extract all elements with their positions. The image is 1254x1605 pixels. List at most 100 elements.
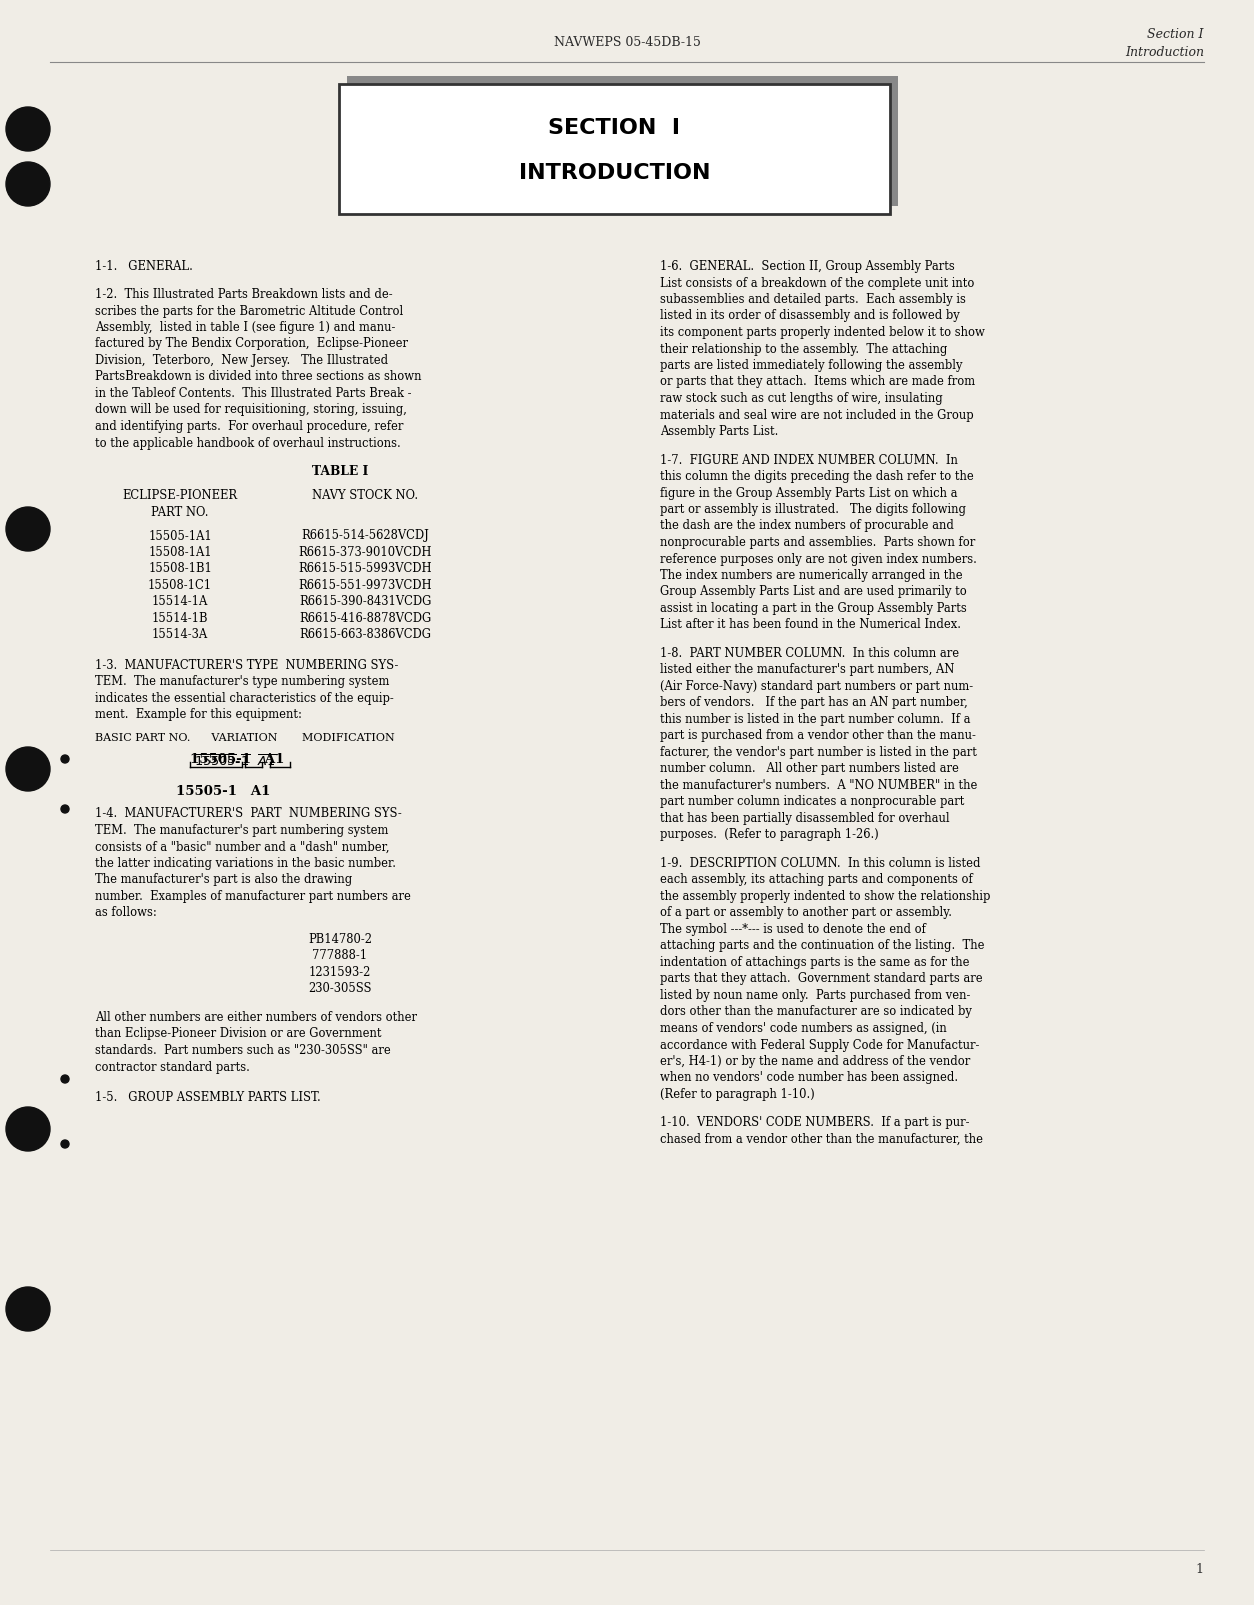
Text: reference purposes only are not given index numbers.: reference purposes only are not given in…	[660, 552, 977, 565]
Text: nonprocurable parts and assemblies.  Parts shown for: nonprocurable parts and assemblies. Part…	[660, 536, 976, 549]
Text: 1231593-2: 1231593-2	[308, 965, 371, 979]
Text: purposes.  (Refer to paragraph 1-26.): purposes. (Refer to paragraph 1-26.)	[660, 828, 879, 841]
Text: the assembly properly indented to show the relationship: the assembly properly indented to show t…	[660, 889, 991, 902]
Text: BASIC PART NO.      VARIATION       MODIFICATION: BASIC PART NO. VARIATION MODIFICATION	[95, 732, 395, 743]
Text: $\overline{15505}$-$\overline{1}$  $\overline{A1}$: $\overline{15505}$-$\overline{1}$ $\over…	[194, 753, 276, 769]
Text: this column the digits preceding the dash refer to the: this column the digits preceding the das…	[660, 470, 974, 483]
Circle shape	[6, 748, 50, 791]
Text: accordance with Federal Supply Code for Manufactur-: accordance with Federal Supply Code for …	[660, 1038, 979, 1051]
Text: consists of a "basic" number and a "dash" number,: consists of a "basic" number and a "dash…	[95, 839, 390, 852]
Text: the latter indicating variations in the basic number.: the latter indicating variations in the …	[95, 857, 396, 870]
Text: 1-5.   GROUP ASSEMBLY PARTS LIST.: 1-5. GROUP ASSEMBLY PARTS LIST.	[95, 1090, 321, 1103]
Text: their relationship to the assembly.  The attaching: their relationship to the assembly. The …	[660, 342, 947, 355]
Text: part number column indicates a nonprocurable part: part number column indicates a nonprocur…	[660, 794, 964, 807]
Text: 15514-3A: 15514-3A	[152, 628, 208, 640]
Text: in the Tableof Contents.  This Illustrated Parts Break -: in the Tableof Contents. This Illustrate…	[95, 387, 411, 400]
Text: when no vendors' code number has been assigned.: when no vendors' code number has been as…	[660, 1071, 958, 1083]
Text: down will be used for requisitioning, storing, issuing,: down will be used for requisitioning, st…	[95, 403, 406, 416]
Text: 1-1.   GENERAL.: 1-1. GENERAL.	[95, 260, 193, 273]
Circle shape	[6, 162, 50, 207]
Text: The symbol ---*--- is used to denote the end of: The symbol ---*--- is used to denote the…	[660, 923, 925, 936]
Text: TEM.  The manufacturer's part numbering system: TEM. The manufacturer's part numbering s…	[95, 823, 389, 836]
Text: than Eclipse-Pioneer Division or are Government: than Eclipse-Pioneer Division or are Gov…	[95, 1027, 381, 1040]
Text: The index numbers are numerically arranged in the: The index numbers are numerically arrang…	[660, 568, 963, 581]
Text: of a part or assembly to another part or assembly.: of a part or assembly to another part or…	[660, 905, 952, 920]
Text: number.  Examples of manufacturer part numbers are: number. Examples of manufacturer part nu…	[95, 889, 411, 902]
Text: Group Assembly Parts List and are used primarily to: Group Assembly Parts List and are used p…	[660, 586, 967, 599]
Text: Division,  Teterboro,  New Jersey.   The Illustrated: Division, Teterboro, New Jersey. The Ill…	[95, 353, 389, 368]
Text: the dash are the index numbers of procurable and: the dash are the index numbers of procur…	[660, 518, 954, 533]
Text: Introduction: Introduction	[1125, 45, 1204, 58]
Text: subassemblies and detailed parts.  Each assembly is: subassemblies and detailed parts. Each a…	[660, 292, 966, 307]
Text: materials and seal wire are not included in the Group: materials and seal wire are not included…	[660, 408, 973, 421]
Text: 1-7.  FIGURE AND INDEX NUMBER COLUMN.  In: 1-7. FIGURE AND INDEX NUMBER COLUMN. In	[660, 453, 958, 465]
Circle shape	[61, 756, 69, 764]
Text: 777888-1: 777888-1	[312, 949, 367, 961]
Text: parts that they attach.  Government standard parts are: parts that they attach. Government stand…	[660, 973, 983, 985]
Text: Assembly Parts List.: Assembly Parts List.	[660, 425, 779, 438]
Text: List after it has been found in the Numerical Index.: List after it has been found in the Nume…	[660, 618, 961, 631]
Text: 1-2.  This Illustrated Parts Breakdown lists and de-: 1-2. This Illustrated Parts Breakdown li…	[95, 287, 393, 300]
Text: indentation of attachings parts is the same as for the: indentation of attachings parts is the s…	[660, 955, 969, 968]
Text: its component parts properly indented below it to show: its component parts properly indented be…	[660, 326, 984, 339]
Text: PartsBreakdown is divided into three sections as shown: PartsBreakdown is divided into three sec…	[95, 371, 421, 384]
Circle shape	[6, 108, 50, 152]
Text: part or assembly is illustrated.   The digits following: part or assembly is illustrated. The dig…	[660, 502, 966, 515]
Bar	[339, 85, 890, 215]
Text: Assembly,  listed in table I (see figure 1) and manu-: Assembly, listed in table I (see figure …	[95, 321, 395, 334]
Text: PART NO.: PART NO.	[152, 506, 208, 518]
Text: 1-10.  VENDORS' CODE NUMBERS.  If a part is pur-: 1-10. VENDORS' CODE NUMBERS. If a part i…	[660, 1115, 969, 1128]
Text: indicates the essential characteristics of the equip-: indicates the essential characteristics …	[95, 692, 394, 705]
Text: assist in locating a part in the Group Assembly Parts: assist in locating a part in the Group A…	[660, 602, 967, 615]
Text: R6615-515-5993VCDH: R6615-515-5993VCDH	[298, 562, 431, 575]
Text: 15505-1   A1: 15505-1 A1	[191, 753, 285, 766]
Text: 1-9.  DESCRIPTION COLUMN.  In this column is listed: 1-9. DESCRIPTION COLUMN. In this column …	[660, 857, 981, 870]
Text: 15514-1A: 15514-1A	[152, 595, 208, 608]
Text: The manufacturer's part is also the drawing: The manufacturer's part is also the draw…	[95, 873, 352, 886]
Text: Section I: Section I	[1147, 29, 1204, 42]
Circle shape	[61, 806, 69, 814]
Text: NAVWEPS 05-45DB-15: NAVWEPS 05-45DB-15	[553, 35, 701, 48]
Text: listed either the manufacturer's part numbers, AN: listed either the manufacturer's part nu…	[660, 663, 954, 676]
Text: figure in the Group Assembly Parts List on which a: figure in the Group Assembly Parts List …	[660, 486, 958, 499]
Text: listed by noun name only.  Parts purchased from ven-: listed by noun name only. Parts purchase…	[660, 989, 971, 1002]
Text: All other numbers are either numbers of vendors other: All other numbers are either numbers of …	[95, 1011, 418, 1024]
Text: and identifying parts.  For overhaul procedure, refer: and identifying parts. For overhaul proc…	[95, 421, 404, 433]
Text: facturer, the vendor's part number is listed in the part: facturer, the vendor's part number is li…	[660, 746, 977, 759]
Circle shape	[61, 1140, 69, 1148]
Text: INTRODUCTION: INTRODUCTION	[519, 164, 710, 183]
Text: 230-305SS: 230-305SS	[308, 982, 371, 995]
Text: TABLE I: TABLE I	[312, 465, 369, 478]
Text: 15505-1   A1: 15505-1 A1	[176, 785, 270, 798]
Text: contractor standard parts.: contractor standard parts.	[95, 1059, 250, 1072]
Text: SECTION  I: SECTION I	[548, 117, 681, 138]
Text: to the applicable handbook of overhaul instructions.: to the applicable handbook of overhaul i…	[95, 437, 401, 449]
Text: scribes the parts for the Barometric Altitude Control: scribes the parts for the Barometric Alt…	[95, 305, 404, 318]
Text: 15514-1B: 15514-1B	[152, 612, 208, 624]
Text: 15508-1A1: 15508-1A1	[148, 546, 212, 559]
Circle shape	[6, 1107, 50, 1151]
Bar	[346, 77, 898, 207]
Text: listed in its order of disassembly and is followed by: listed in its order of disassembly and i…	[660, 310, 959, 323]
Text: ment.  Example for this equipment:: ment. Example for this equipment:	[95, 708, 302, 721]
Text: 1-6.  GENERAL.  Section II, Group Assembly Parts: 1-6. GENERAL. Section II, Group Assembly…	[660, 260, 954, 273]
Text: 15508-1C1: 15508-1C1	[148, 579, 212, 592]
Text: number column.   All other part numbers listed are: number column. All other part numbers li…	[660, 762, 959, 775]
Text: R6615-373-9010VCDH: R6615-373-9010VCDH	[298, 546, 431, 559]
Text: R6615-416-8878VCDG: R6615-416-8878VCDG	[298, 612, 431, 624]
Text: part is purchased from a vendor other than the manu-: part is purchased from a vendor other th…	[660, 729, 976, 742]
Circle shape	[61, 1075, 69, 1083]
Circle shape	[6, 507, 50, 552]
Text: parts are listed immediately following the assembly: parts are listed immediately following t…	[660, 360, 963, 372]
Text: this number is listed in the part number column.  If a: this number is listed in the part number…	[660, 713, 971, 725]
Text: 1: 1	[1196, 1562, 1204, 1575]
Text: TEM.  The manufacturer's type numbering system: TEM. The manufacturer's type numbering s…	[95, 676, 390, 689]
Text: 1-3.  MANUFACTURER'S TYPE  NUMBERING SYS-: 1-3. MANUFACTURER'S TYPE NUMBERING SYS-	[95, 658, 399, 671]
Text: (Refer to paragraph 1-10.): (Refer to paragraph 1-10.)	[660, 1087, 815, 1101]
Text: R6615-390-8431VCDG: R6615-390-8431VCDG	[298, 595, 431, 608]
Text: 15508-1B1: 15508-1B1	[148, 562, 212, 575]
Text: PB14780-2: PB14780-2	[308, 933, 372, 945]
Text: factured by The Bendix Corporation,  Eclipse-Pioneer: factured by The Bendix Corporation, Ecli…	[95, 337, 408, 350]
Text: List consists of a breakdown of the complete unit into: List consists of a breakdown of the comp…	[660, 276, 974, 289]
Text: or parts that they attach.  Items which are made from: or parts that they attach. Items which a…	[660, 376, 976, 388]
